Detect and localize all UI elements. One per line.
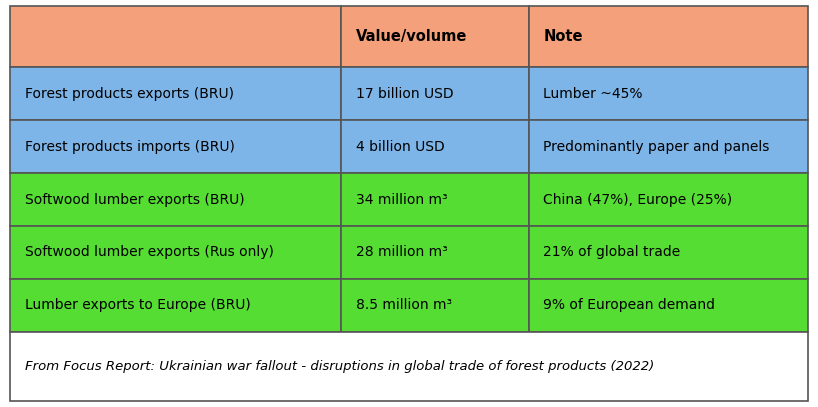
Bar (528, 173, 808, 226)
Text: China (47%), Europe (25%): China (47%), Europe (25%) (543, 193, 733, 206)
Bar (10, 173, 341, 226)
Text: Value/volume: Value/volume (356, 29, 467, 44)
Bar (341, 6, 528, 67)
Text: 9% of European demand: 9% of European demand (543, 298, 716, 312)
Bar (10, 279, 341, 332)
Text: 8.5 million m³: 8.5 million m³ (356, 298, 452, 312)
Bar (528, 6, 808, 67)
Text: Softwood lumber exports (Rus only): Softwood lumber exports (Rus only) (25, 245, 273, 259)
Text: 4 billion USD: 4 billion USD (356, 140, 445, 154)
Bar (10, 120, 341, 173)
Bar (10, 6, 341, 67)
Bar (528, 67, 808, 120)
Text: 34 million m³: 34 million m³ (356, 193, 447, 206)
Text: Lumber exports to Europe (BRU): Lumber exports to Europe (BRU) (25, 298, 250, 312)
Text: Forest products exports (BRU): Forest products exports (BRU) (25, 87, 234, 101)
Bar (10, 332, 808, 401)
Bar (341, 226, 528, 279)
Text: 28 million m³: 28 million m³ (356, 245, 447, 259)
Text: Note: Note (543, 29, 583, 44)
Bar (341, 67, 528, 120)
Bar (341, 120, 528, 173)
Text: Lumber ~45%: Lumber ~45% (543, 87, 643, 101)
Text: From Focus Report: Ukrainian war fallout - disruptions in global trade of forest: From Focus Report: Ukrainian war fallout… (25, 360, 654, 373)
Bar (341, 279, 528, 332)
Text: Softwood lumber exports (BRU): Softwood lumber exports (BRU) (25, 193, 244, 206)
Text: Predominantly paper and panels: Predominantly paper and panels (543, 140, 770, 154)
Bar (528, 226, 808, 279)
Bar (10, 226, 341, 279)
Text: 17 billion USD: 17 billion USD (356, 87, 453, 101)
Bar (10, 67, 341, 120)
Bar (341, 173, 528, 226)
Bar (528, 279, 808, 332)
Bar (528, 120, 808, 173)
Text: Forest products imports (BRU): Forest products imports (BRU) (25, 140, 235, 154)
Text: 21% of global trade: 21% of global trade (543, 245, 681, 259)
